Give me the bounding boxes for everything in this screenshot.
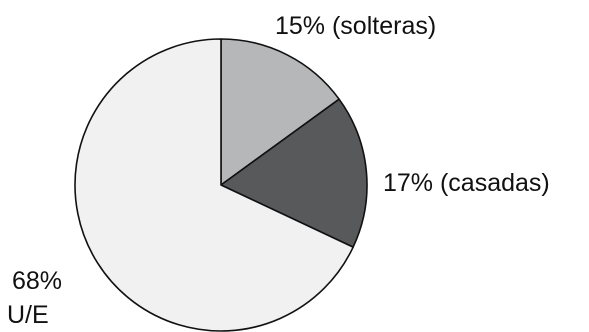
slice-label-solteras: 15% (solteras): [275, 12, 436, 40]
pie-slice-ue: [74, 38, 354, 332]
slice-label-ue-name: U/E: [7, 301, 49, 329]
slice-label-ue-percent: 68%: [12, 267, 62, 295]
pie-slice-casadas: [220, 98, 368, 248]
slice-label-casadas: 17% (casadas): [383, 169, 550, 197]
pie-slice-solteras: [220, 38, 340, 186]
pie-slices: [74, 38, 368, 332]
